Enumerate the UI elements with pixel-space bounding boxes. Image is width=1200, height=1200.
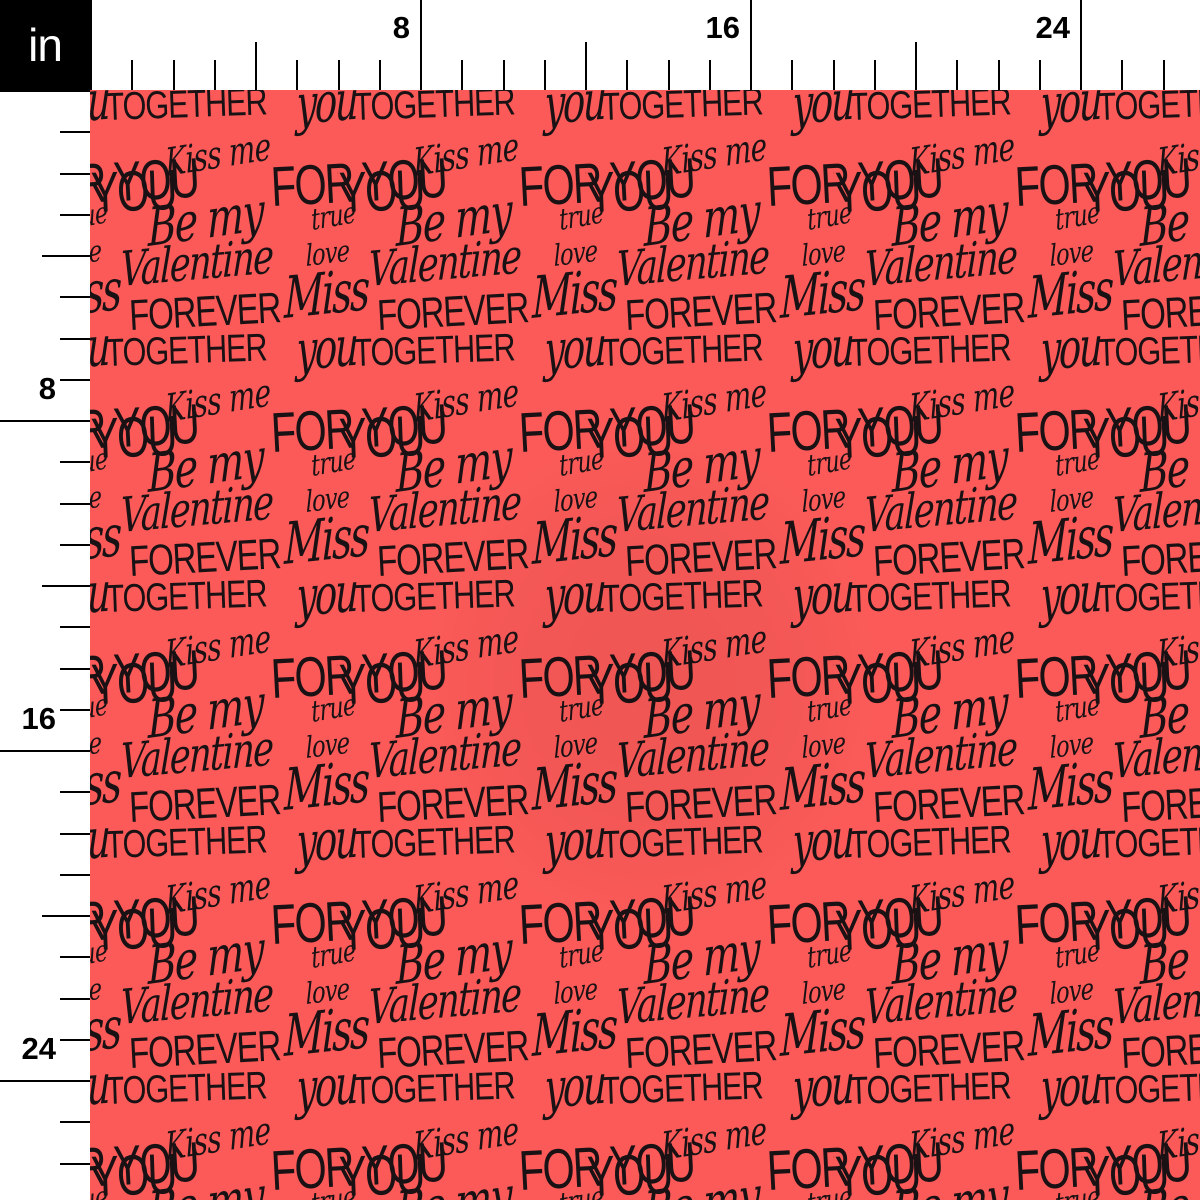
ruler-left-tick: [60, 338, 90, 340]
ruler-top-tick: [915, 42, 917, 90]
ruler-left[interactable]: 8 16 24: [0, 0, 90, 1200]
ruler-left-tick: [60, 173, 90, 175]
ruler-top-label: 16: [705, 10, 740, 45]
ruler-left-tick: [42, 585, 90, 587]
ruler-left-tick: [60, 461, 90, 463]
ruler-left-tick: [60, 998, 90, 1000]
ruler-left-tick: [60, 874, 90, 876]
ruler-left-tick: [60, 296, 90, 298]
ruler-top-tick: [874, 60, 876, 90]
ruler-top-tick: [998, 60, 1000, 90]
unit-badge[interactable]: in: [0, 0, 90, 90]
ruler-left-tick: [60, 709, 90, 711]
ruler-top-major-tick: [420, 0, 422, 90]
ruler-top-tick: [461, 60, 463, 90]
ruler-top-tick: [1121, 60, 1123, 90]
ruler-left-tick: [60, 956, 90, 958]
ruler-top-tick: [626, 60, 628, 90]
ruler-top-tick: [173, 60, 175, 90]
watermark: [420, 430, 880, 930]
ruler-top-tick: [956, 60, 958, 90]
ruler-top-tick: [791, 60, 793, 90]
ruler-left-tick: [42, 255, 90, 257]
fabric-swatch[interactable]: TOGETHER you Kiss me FOR YOU: [90, 90, 1200, 1200]
ruler-top-tick: [255, 42, 257, 90]
ruler-top-tick: [585, 42, 587, 90]
ruler-left-tick: [60, 791, 90, 793]
ruler-left-major-tick: [0, 420, 90, 422]
ruler-top-tick: [668, 60, 670, 90]
ruler-left-tick: [60, 1121, 90, 1123]
ruler-top-tick: [544, 60, 546, 90]
ruler-left-tick: [60, 668, 90, 670]
ruler-left-label: 24: [21, 1031, 56, 1066]
ruler-top-tick: [338, 60, 340, 90]
ruler-top-tick: [833, 60, 835, 90]
ruler-left-major-tick: [0, 1080, 90, 1082]
ruler-top-tick: [214, 60, 216, 90]
ruler-left-tick: [60, 1039, 90, 1041]
ruler-top[interactable]: 8 16 24: [0, 0, 1200, 90]
ruler-top-tick: [379, 60, 381, 90]
ruler-left-label: 8: [38, 371, 56, 406]
ruler-top-major-tick: [1080, 0, 1082, 90]
ruler-left-tick: [0, 90, 90, 92]
ruler-left-major-tick: [0, 750, 90, 752]
ruler-left-tick: [42, 915, 90, 917]
ruler-top-tick: [90, 0, 92, 90]
ruler-top-tick: [131, 60, 133, 90]
ruler-left-tick: [60, 379, 90, 381]
ruler-top-tick: [709, 60, 711, 90]
ruler-top-tick: [1039, 60, 1041, 90]
ruler-top-tick: [1163, 60, 1165, 90]
ruler-left-tick: [60, 1163, 90, 1165]
ruler-left-tick: [60, 131, 90, 133]
fabric-pattern-canvas: TOGETHER you Kiss me FOR YOU: [90, 90, 1200, 1200]
ruler-top-tick: [296, 60, 298, 90]
ruler-left-label: 16: [21, 701, 56, 736]
ruler-left-tick: [60, 544, 90, 546]
ruler-top-tick: [503, 60, 505, 90]
ruler-left-tick: [60, 833, 90, 835]
ruler-left-tick: [60, 503, 90, 505]
ruler-left-tick: [60, 626, 90, 628]
ruler-top-major-tick: [750, 0, 752, 90]
unit-badge-label: in: [28, 19, 63, 71]
ruler-left-tick: [60, 214, 90, 216]
ruler-top-label: 24: [1035, 10, 1070, 45]
ruler-top-label: 8: [392, 10, 410, 45]
